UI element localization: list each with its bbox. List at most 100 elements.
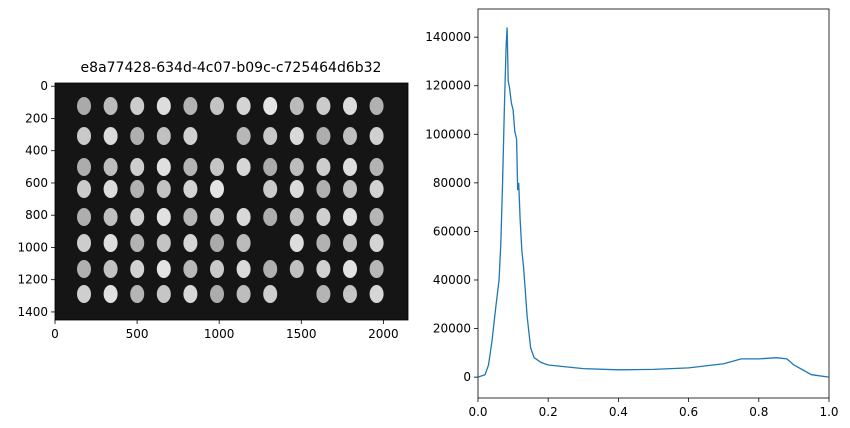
- colony: [289, 97, 304, 115]
- colony: [77, 260, 91, 278]
- colony: [369, 127, 384, 145]
- y-tick-label: 1200: [17, 273, 48, 287]
- colony: [343, 97, 357, 115]
- colony: [263, 158, 278, 176]
- y-tick-label: 0: [40, 79, 48, 93]
- x-tick-label: 1.0: [819, 405, 838, 419]
- colony: [183, 158, 198, 176]
- y-tick-label: 400: [25, 144, 48, 158]
- colony: [316, 260, 331, 278]
- y-tick-label: 600: [25, 176, 48, 190]
- colony: [77, 158, 91, 176]
- colony: [343, 234, 357, 252]
- colony: [77, 97, 91, 115]
- x-tick-label: 0.0: [468, 405, 487, 419]
- colony: [369, 97, 384, 115]
- colony: [77, 127, 91, 145]
- colony: [369, 285, 384, 303]
- colony: [316, 158, 331, 176]
- colony: [183, 180, 198, 198]
- colony: [183, 234, 198, 252]
- colony: [289, 260, 304, 278]
- x-tick-label: 1000: [204, 327, 235, 341]
- colony: [236, 260, 251, 278]
- y-tick-label: 60000: [433, 224, 471, 238]
- y-tick-label: 20000: [433, 322, 471, 336]
- colony: [316, 208, 331, 226]
- y-tick-label: 80000: [433, 176, 471, 190]
- colony: [103, 180, 118, 198]
- colony: [77, 180, 91, 198]
- colony: [369, 158, 384, 176]
- y-tick-label: 200: [25, 111, 48, 125]
- x-tick-label: 0: [51, 327, 59, 341]
- colony: [183, 260, 198, 278]
- colony: [156, 260, 171, 278]
- colony: [369, 208, 384, 226]
- colony: [130, 234, 145, 252]
- colony: [210, 285, 224, 303]
- colony: [77, 208, 91, 226]
- colony: [103, 285, 118, 303]
- colony: [103, 97, 118, 115]
- colony: [130, 97, 145, 115]
- colony: [236, 208, 251, 226]
- colony: [210, 158, 224, 176]
- colony: [156, 285, 171, 303]
- line: [477, 27, 830, 378]
- y-tick-label: 120000: [425, 79, 471, 93]
- chart-title: e8a77428-634d-4c07-b09c-c725464d6b32: [81, 60, 382, 76]
- colony: [130, 208, 145, 226]
- colony: [130, 180, 145, 198]
- y-tick-label: 40000: [433, 273, 471, 287]
- colony: [343, 127, 357, 145]
- colony: [289, 208, 304, 226]
- colony: [236, 234, 251, 252]
- y-tick-label: 100000: [425, 127, 471, 141]
- colony: [236, 97, 251, 115]
- colony: [103, 208, 118, 226]
- colony: [156, 97, 171, 115]
- y-tick-label: 1000: [17, 240, 48, 254]
- colony: [130, 127, 145, 145]
- axes-frame: [54, 82, 409, 321]
- colony: [77, 285, 91, 303]
- colony: [263, 97, 278, 115]
- colony: [210, 234, 224, 252]
- colony: [103, 158, 118, 176]
- colony: [263, 285, 278, 303]
- colony: [103, 260, 118, 278]
- colony: [236, 127, 251, 145]
- x-tick-label: 0.2: [539, 405, 558, 419]
- colony: [289, 127, 304, 145]
- colony: [263, 180, 278, 198]
- colony: [236, 158, 251, 176]
- x-tick-label: 1500: [286, 327, 317, 341]
- colony: [77, 234, 91, 252]
- colony: [156, 234, 171, 252]
- colony: [130, 158, 145, 176]
- image: [55, 83, 408, 320]
- x-tick-label: 0.4: [609, 405, 628, 419]
- y-tick-label: 140000: [425, 30, 471, 44]
- colony: [156, 208, 171, 226]
- colony: [183, 285, 198, 303]
- colony: [156, 180, 171, 198]
- colony: [263, 208, 278, 226]
- colony: [130, 285, 145, 303]
- colony: [263, 260, 278, 278]
- colony: [236, 285, 251, 303]
- colony: [183, 127, 198, 145]
- colony: [263, 127, 278, 145]
- colony: [210, 260, 224, 278]
- colony: [103, 127, 118, 145]
- colony: [369, 180, 384, 198]
- colonies: [77, 97, 384, 303]
- colony: [130, 260, 145, 278]
- colony: [316, 127, 331, 145]
- colony: [343, 260, 357, 278]
- colony: [289, 180, 304, 198]
- colony: [183, 208, 198, 226]
- x-tick-label: 2000: [368, 327, 399, 341]
- colony: [316, 97, 331, 115]
